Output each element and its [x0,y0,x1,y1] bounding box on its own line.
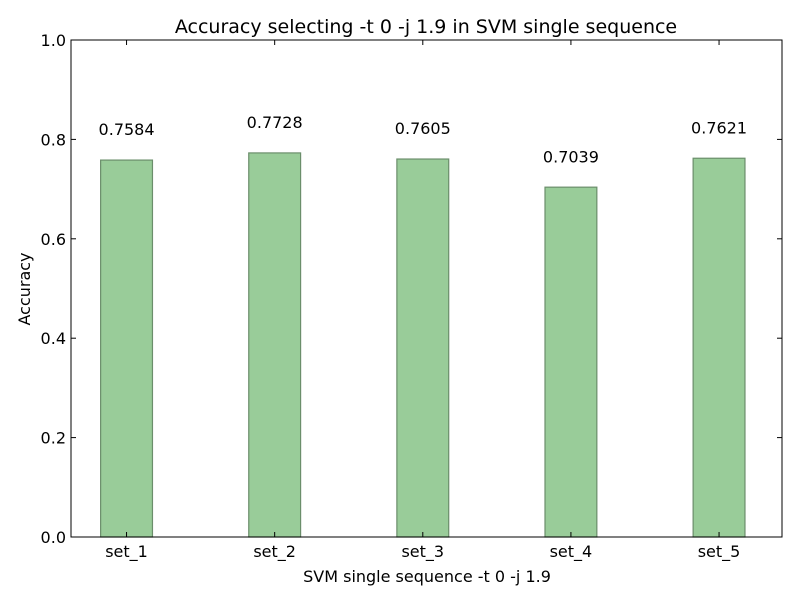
plot-area-frame [70,39,783,538]
x-tick-label-set_3: set_3 [401,542,444,562]
y-tick-label-0.2: 0.2 [41,429,66,448]
y-axis-label: Accuracy [15,252,34,325]
data-label-set_5: 0.7621 [691,118,747,137]
bar-set_2 [248,152,302,538]
ticks-layer: set_1 set_2 set_3 set_4 set_5 0.0 0.2 0.4 0.6 0.8… [41,31,782,562]
bar-set_1 [100,159,154,538]
data-label-set_1: 0.7584 [99,120,155,139]
x-axis-label: SVM single sequence -t 0 -j 1.9 [303,567,551,586]
data-label-set_4: 0.7039 [543,147,599,166]
x-tick-label-set_2: set_2 [253,542,296,562]
data-labels-layer: 0.7584 0.7728 0.7605 0.7039 0.7621 [99,113,747,166]
bar-set_5 [692,157,746,538]
data-label-set_3: 0.7605 [395,119,451,138]
data-label-set_2: 0.7728 [247,113,303,132]
y-tick-label-1.0: 1.0 [41,31,66,50]
y-tick-label-0.6: 0.6 [41,230,66,249]
y-tick-label-0.4: 0.4 [41,329,66,348]
x-tick-label-set_4: set_4 [550,542,593,562]
bars-layer [100,152,746,538]
bar-set_3 [396,158,450,538]
y-tick-label-0.0: 0.0 [41,528,66,547]
bar-set_4 [544,186,598,538]
y-tick-label-0.8: 0.8 [41,130,66,149]
chart-title: Accuracy selecting -t 0 -j 1.9 in SVM si… [175,16,677,38]
x-tick-label-set_5: set_5 [698,542,741,562]
x-tick-label-set_1: set_1 [105,542,148,562]
